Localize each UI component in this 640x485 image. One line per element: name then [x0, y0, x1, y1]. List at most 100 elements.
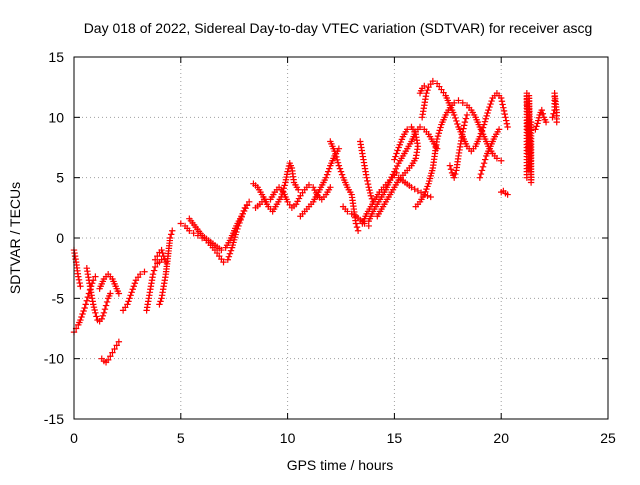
chart-title: Day 018 of 2022, Sidereal Day-to-day VTE…: [84, 20, 593, 36]
data-point: [437, 124, 444, 131]
data-point: [487, 100, 494, 108]
data-point: [500, 107, 508, 115]
data-points: [70, 77, 560, 366]
data-point: [127, 292, 134, 299]
data-point: [480, 121, 488, 128]
data-point: [77, 283, 84, 290]
data-point: [305, 181, 313, 189]
data-point: [485, 106, 492, 114]
x-tick-label: 0: [70, 430, 78, 446]
data-point: [433, 135, 441, 143]
data-point: [334, 159, 342, 166]
data-point: [158, 246, 165, 254]
data-point: [478, 167, 486, 174]
data-point: [553, 118, 560, 126]
data-point: [93, 313, 100, 320]
data-point: [100, 309, 108, 317]
data-point: [159, 249, 166, 257]
data-point: [451, 174, 458, 181]
data-point: [240, 207, 248, 215]
data-point: [336, 165, 344, 172]
data-point: [461, 118, 469, 126]
data-point: [99, 312, 107, 320]
y-tick-label: 15: [48, 49, 64, 65]
data-point: [324, 168, 332, 175]
data-point: [333, 153, 340, 161]
data-point: [452, 170, 459, 178]
data-point: [488, 97, 495, 105]
data-point: [477, 170, 485, 178]
data-point: [80, 307, 87, 315]
grid: [74, 57, 608, 419]
data-point: [220, 258, 227, 266]
data-point: [101, 305, 109, 313]
data-point: [151, 256, 159, 263]
data-point: [113, 342, 120, 349]
data-point: [337, 168, 345, 175]
data-point: [126, 295, 133, 302]
data-point: [323, 171, 331, 178]
data-point: [366, 189, 374, 197]
data-point: [394, 162, 401, 170]
data-point: [102, 302, 110, 309]
data-point: [367, 192, 375, 199]
data-point: [386, 176, 394, 184]
data-point: [504, 123, 511, 131]
data-point: [245, 198, 253, 205]
data-point: [227, 247, 235, 254]
data-point: [150, 267, 158, 274]
data-point: [225, 253, 233, 260]
data-point: [177, 220, 184, 227]
data-point: [166, 234, 174, 242]
data-point: [416, 123, 424, 131]
data-point: [498, 94, 505, 102]
y-tick-label: 10: [48, 109, 64, 125]
data-point: [447, 166, 455, 173]
data-point: [481, 156, 489, 163]
data-point: [550, 110, 557, 117]
data-point: [141, 268, 148, 275]
data-point: [481, 118, 489, 125]
data-point: [408, 184, 415, 191]
data-point: [459, 128, 466, 136]
data-point: [332, 150, 339, 158]
x-axis-label: GPS time / hours: [287, 457, 394, 473]
data-point: [156, 301, 163, 308]
x-tick-label: 15: [387, 430, 403, 446]
data-point: [424, 86, 431, 94]
data-point: [451, 111, 458, 119]
data-point: [479, 163, 487, 171]
data-point: [294, 198, 301, 205]
data-point: [436, 127, 443, 134]
data-point: [366, 186, 373, 194]
data-point: [280, 185, 287, 192]
data-point: [190, 229, 197, 237]
data-point: [91, 306, 98, 314]
data-point: [364, 177, 371, 185]
data-point: [417, 189, 425, 196]
data-point: [326, 165, 333, 172]
data-point: [352, 220, 360, 227]
data-point: [462, 115, 470, 122]
data-point: [446, 162, 454, 169]
data-point: [434, 132, 442, 140]
data-point: [128, 289, 135, 296]
data-point: [103, 298, 111, 306]
data-point: [149, 271, 157, 278]
data-point: [429, 77, 437, 85]
data-point: [476, 174, 484, 181]
data-point: [427, 193, 434, 201]
data-point: [542, 118, 550, 126]
data-point: [90, 303, 98, 311]
data-point: [335, 162, 343, 169]
data-point: [107, 353, 114, 360]
data-point: [483, 112, 490, 120]
y-tick-label: 0: [56, 230, 64, 246]
data-point: [278, 190, 286, 198]
data-point: [224, 256, 231, 263]
data-point: [493, 155, 501, 162]
data-point: [285, 165, 292, 173]
data-point: [392, 153, 399, 160]
data-point: [75, 273, 82, 280]
